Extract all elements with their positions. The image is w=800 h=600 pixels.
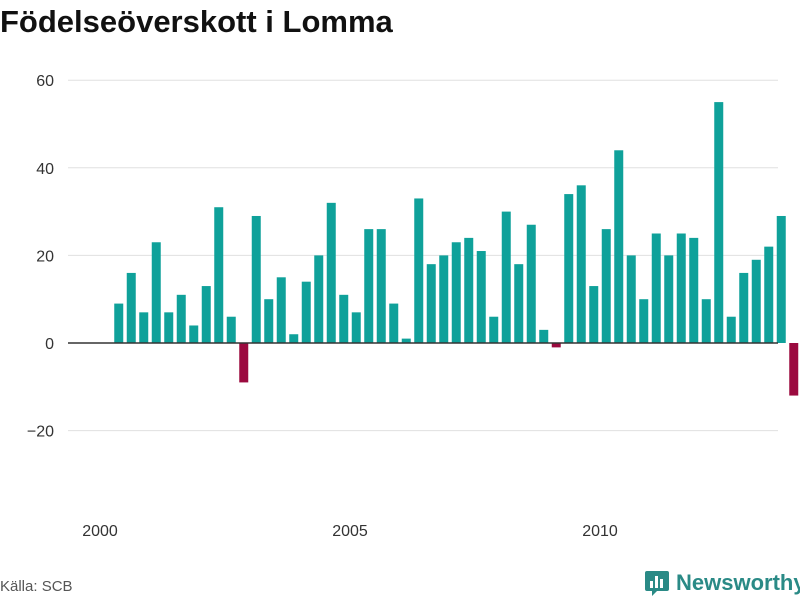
bar[interactable]	[389, 303, 399, 343]
bar[interactable]	[564, 194, 574, 343]
bar[interactable]	[239, 343, 249, 383]
bar[interactable]	[526, 224, 536, 343]
bar[interactable]	[164, 312, 174, 343]
x-tick-label: 2005	[332, 523, 368, 540]
source-note: Källa: SCB	[0, 578, 73, 595]
bar[interactable]	[726, 316, 736, 343]
bar[interactable]	[651, 233, 661, 344]
bar[interactable]	[401, 338, 411, 343]
y-axis-labels: 60 40 20 0 −20	[27, 73, 54, 440]
bar[interactable]	[689, 237, 699, 343]
bar[interactable]	[126, 272, 136, 343]
bar[interactable]	[201, 286, 211, 343]
bar[interactable]	[339, 294, 349, 343]
bar[interactable]	[376, 229, 386, 343]
bar[interactable]	[489, 316, 499, 343]
bar[interactable]	[701, 299, 711, 343]
bar[interactable]	[189, 325, 199, 343]
bar[interactable]	[601, 229, 611, 343]
y-tick-label: 40	[36, 161, 54, 178]
bar[interactable]	[139, 312, 149, 343]
bar[interactable]	[151, 242, 161, 343]
x-tick-label: 2010	[582, 523, 618, 540]
bar[interactable]	[776, 215, 786, 343]
bar[interactable]	[301, 281, 311, 343]
bar[interactable]	[764, 246, 774, 343]
bar[interactable]	[364, 229, 374, 343]
y-tick-label: −20	[27, 424, 54, 441]
bar[interactable]	[751, 259, 761, 343]
bar[interactable]	[226, 316, 236, 343]
y-tick-label: 20	[36, 248, 54, 265]
bar[interactable]	[289, 334, 299, 343]
newsworthy-logo-icon	[645, 571, 669, 596]
bar[interactable]	[464, 237, 474, 343]
bar[interactable]	[251, 215, 261, 343]
bar[interactable]	[576, 185, 586, 343]
bar[interactable]	[626, 255, 636, 343]
bar[interactable]	[676, 233, 686, 344]
bar[interactable]	[589, 286, 599, 343]
bar[interactable]	[351, 312, 361, 343]
bar[interactable]	[451, 242, 461, 343]
bar[interactable]	[426, 264, 436, 343]
bar[interactable]	[614, 150, 624, 343]
bar[interactable]	[114, 303, 124, 343]
bars	[114, 102, 799, 396]
bar[interactable]	[314, 255, 324, 343]
bar[interactable]	[639, 299, 649, 343]
bar[interactable]	[501, 211, 511, 343]
x-axis-labels: 200020052010201520202025	[82, 523, 618, 540]
bar[interactable]	[789, 343, 799, 396]
bar[interactable]	[739, 272, 749, 343]
bar[interactable]	[214, 207, 224, 343]
bar[interactable]	[176, 294, 186, 343]
bar[interactable]	[514, 264, 524, 343]
chart-title: Födelseöverskott i Lomma	[0, 4, 393, 39]
x-tick-label: 2000	[82, 523, 118, 540]
bar[interactable]	[264, 299, 274, 343]
bar[interactable]	[539, 329, 549, 343]
bar[interactable]	[551, 343, 561, 348]
newsworthy-logo[interactable]: Newsworthy	[644, 568, 800, 598]
bar[interactable]	[326, 202, 336, 343]
y-tick-label: 0	[45, 336, 54, 353]
bar[interactable]	[439, 255, 449, 343]
y-tick-label: 60	[36, 73, 54, 90]
brand-name: Newsworthy	[676, 570, 800, 595]
bar[interactable]	[714, 102, 724, 343]
bar[interactable]	[476, 251, 486, 343]
bar[interactable]	[664, 255, 674, 343]
bar[interactable]	[276, 277, 286, 343]
bar[interactable]	[414, 198, 424, 343]
